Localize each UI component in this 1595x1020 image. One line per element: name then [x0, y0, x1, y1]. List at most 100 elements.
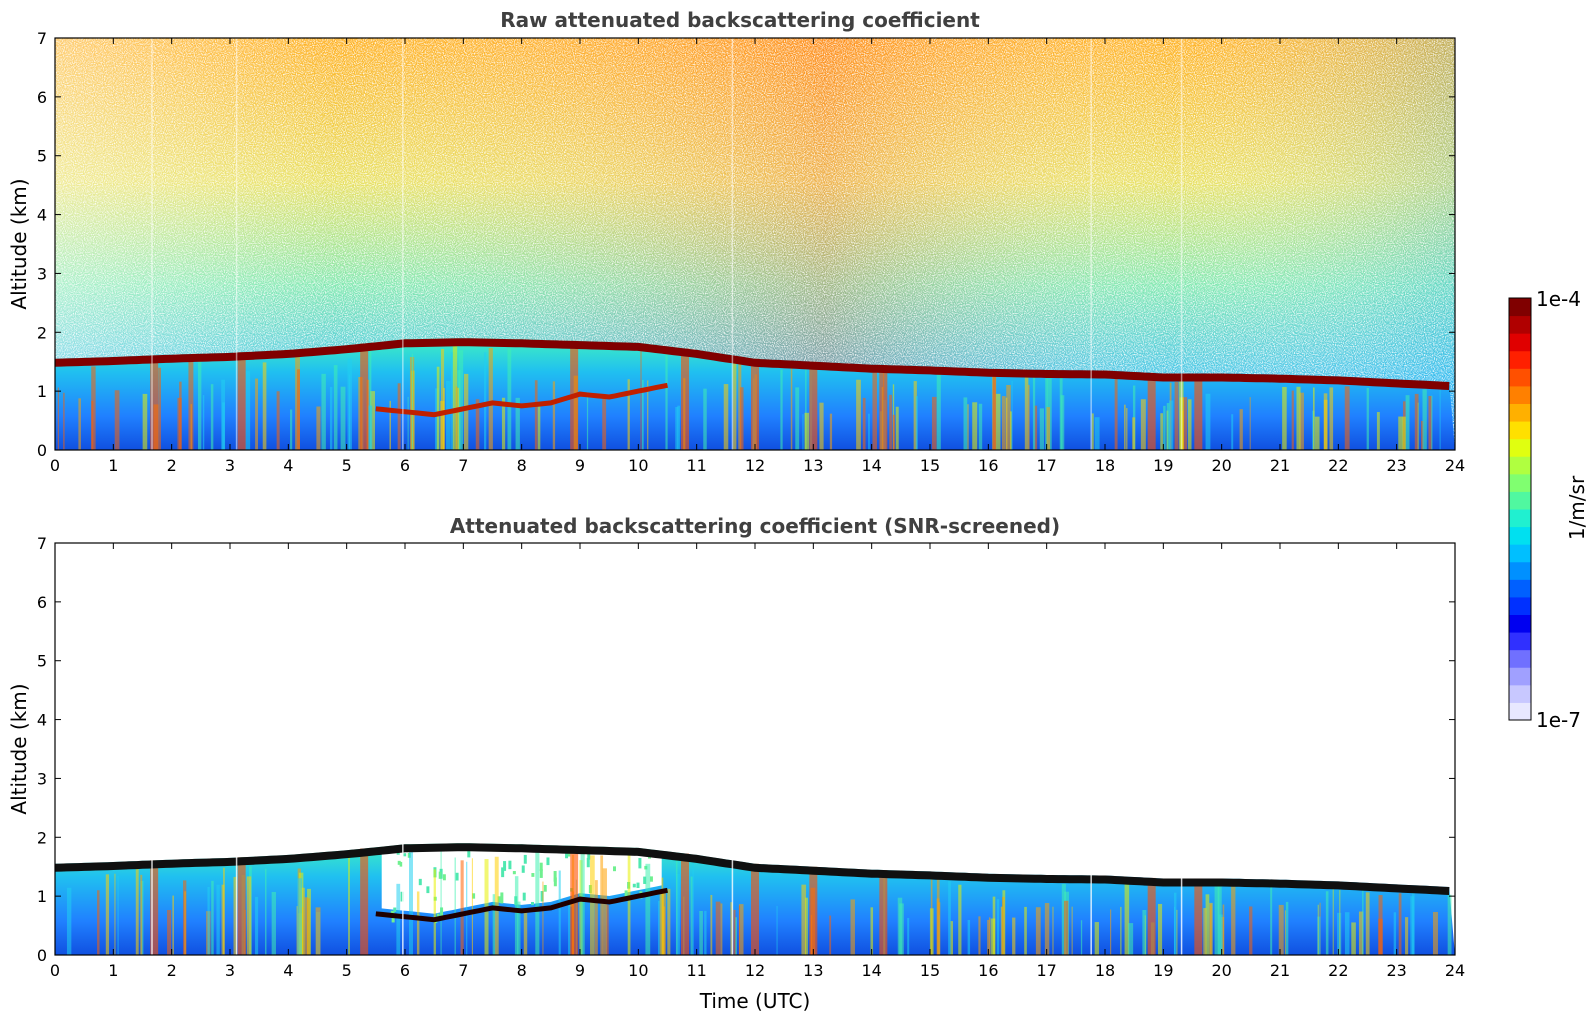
- top-plume-streak: [895, 406, 899, 450]
- bottom-plume-streak: [1035, 907, 1041, 955]
- colorbar-unit-label: 1/m/sr: [1565, 475, 1589, 540]
- top-plume-streak: [992, 372, 996, 450]
- bottom-y-tick-label: 7: [37, 534, 47, 553]
- top-plume-streak: [627, 379, 630, 450]
- bottom-plume-strong: [681, 853, 689, 955]
- bottom-plume-streak: [600, 855, 604, 955]
- colorbar-cell: [1509, 596, 1531, 615]
- top-plume-streak: [407, 396, 409, 450]
- bottom-speck: [399, 861, 403, 867]
- top-plume-strong: [1194, 373, 1203, 450]
- top-x-tick-label: 6: [400, 456, 410, 475]
- bottom-plume-streak: [1173, 892, 1177, 955]
- bottom-speck: [397, 860, 401, 865]
- top-plume-streak: [872, 370, 877, 450]
- top-plume-strong: [1147, 372, 1156, 450]
- colorbar-cell: [1509, 473, 1531, 492]
- bottom-plume-streak: [97, 890, 100, 955]
- bottom-x-tick-label: 22: [1328, 961, 1348, 980]
- top-plume-streak: [1005, 397, 1008, 450]
- bottom-y-tick-label: 0: [37, 946, 47, 965]
- top-plume-streak: [936, 367, 941, 450]
- top-x-tick-label: 0: [50, 456, 60, 475]
- top-data-gap: [1180, 38, 1183, 450]
- colorbar-cell: [1509, 333, 1531, 352]
- bottom-plume-streak: [492, 894, 496, 955]
- bottom-speck: [501, 867, 505, 878]
- top-plume-streak: [1034, 405, 1038, 450]
- bottom-plume-strong: [360, 848, 369, 955]
- top-plume-streak: [1182, 397, 1188, 450]
- top-plume-streak: [450, 352, 454, 450]
- bottom-speck: [522, 892, 526, 901]
- bottom-data-gap: [1090, 543, 1092, 955]
- bottom-x-tick-label: 0: [50, 961, 60, 980]
- bottom-speck: [426, 886, 430, 894]
- top-plume-streak: [316, 406, 321, 450]
- top-plume-streak: [1001, 396, 1006, 450]
- colorbar-cell: [1509, 421, 1531, 440]
- bottom-plume-streak: [307, 888, 311, 955]
- top-data-gap: [151, 38, 153, 450]
- bottom-plume-streak: [1393, 912, 1397, 955]
- top-x-tick-label: 14: [861, 456, 881, 475]
- bottom-plume-streak: [776, 905, 778, 955]
- top-plume-streak: [457, 387, 460, 450]
- bottom-data-gap: [235, 543, 238, 955]
- bottom-plume-streak: [135, 864, 139, 955]
- top-plume-streak: [1028, 384, 1030, 450]
- bottom-speck: [546, 857, 550, 866]
- top-plume-streak: [1188, 399, 1192, 450]
- top-x-tick-label: 10: [628, 456, 648, 475]
- top-plume-streak: [333, 365, 338, 450]
- bottom-plume-streak: [1405, 917, 1409, 955]
- bottom-plume-streak: [1124, 879, 1130, 955]
- top-plume-streak: [329, 386, 333, 450]
- top-y-tick-label: 2: [37, 323, 47, 342]
- top-y-tick-label: 4: [37, 206, 47, 225]
- top-plume-streak: [537, 405, 541, 450]
- top-plume-streak: [1094, 417, 1100, 450]
- bottom-plume-streak: [265, 868, 267, 955]
- top-plume-streak: [647, 380, 649, 450]
- top-x-tick-label: 11: [686, 456, 706, 475]
- bottom-plume-streak: [1214, 880, 1220, 955]
- colorbar-cell: [1509, 298, 1531, 317]
- top-x-tick-label: 21: [1270, 456, 1290, 475]
- bottom-speck: [393, 907, 397, 912]
- top-plume-streak: [411, 353, 414, 450]
- top-x-tick-label: 16: [978, 456, 998, 475]
- bottom-plume-streak: [207, 886, 210, 955]
- bottom-boundary-layer: [55, 543, 1455, 955]
- top-plume-streak: [1231, 414, 1234, 450]
- top-plume-streak: [1114, 377, 1118, 450]
- bottom-speck: [523, 854, 527, 864]
- bottom-plume-streak: [409, 846, 413, 955]
- top-plume-streak: [1329, 387, 1334, 450]
- top-plume-strong: [751, 358, 759, 450]
- bottom-plume-streak: [568, 903, 571, 955]
- bottom-x-tick-label: 5: [342, 961, 352, 980]
- bottom-plume-streak: [829, 915, 832, 955]
- top-data-gap: [1090, 38, 1092, 450]
- top-plume-streak: [222, 402, 225, 450]
- top-plume-streak: [91, 400, 94, 450]
- colorbar-cell: [1509, 649, 1531, 668]
- top-plume-streak: [1299, 392, 1304, 450]
- bottom-speck: [418, 878, 422, 886]
- top-plume-streak: [829, 413, 833, 450]
- top-plume-streak: [868, 413, 870, 450]
- top-plume-streak: [91, 366, 96, 450]
- bottom-plume-streak: [1209, 904, 1212, 955]
- top-plume-streak: [1046, 407, 1051, 450]
- top-plume-streak: [57, 387, 59, 450]
- bottom-plume-streak: [1339, 890, 1341, 955]
- bottom-plume-streak: [1024, 906, 1027, 955]
- top-x-tick-label: 15: [920, 456, 940, 475]
- top-plume-streak: [262, 362, 267, 450]
- bottom-plume-streak: [1337, 912, 1342, 955]
- colorbar-cell: [1509, 438, 1531, 457]
- top-plume-streak: [1006, 384, 1011, 450]
- bottom-plume-streak: [348, 853, 350, 955]
- bottom-plume-streak: [606, 904, 609, 955]
